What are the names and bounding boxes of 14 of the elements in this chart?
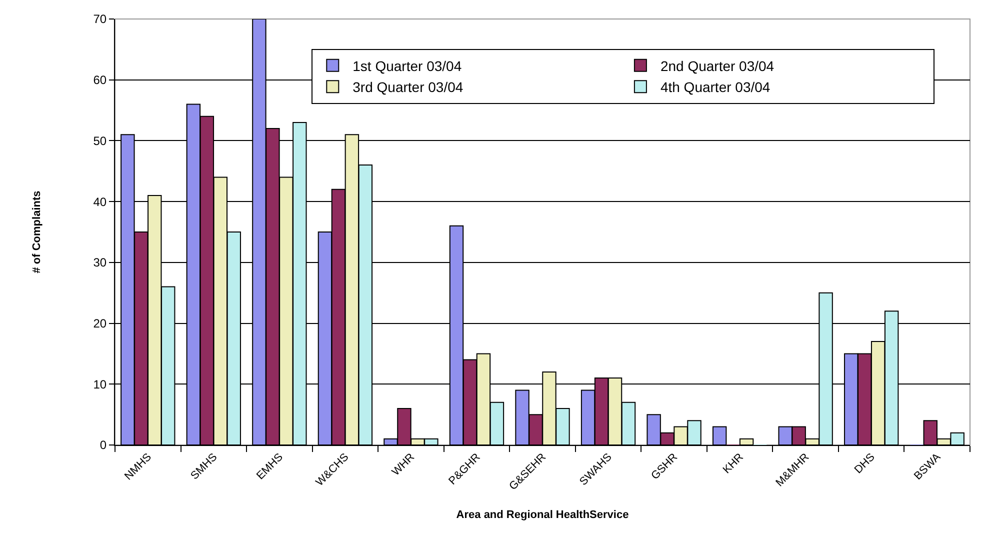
y-tick-label: 10 bbox=[93, 377, 107, 392]
y-tick-label: 0 bbox=[100, 438, 107, 452]
y-tick-label: 70 bbox=[93, 12, 107, 26]
legend-label: 1st Quarter 03/04 bbox=[352, 58, 462, 74]
y-tick-label: 40 bbox=[93, 194, 107, 209]
x-axis-title: Area and Regional HealthService bbox=[456, 508, 629, 521]
legend-label: 2nd Quarter 03/04 bbox=[660, 58, 774, 74]
y-tick-label: 60 bbox=[93, 73, 107, 88]
legend-label: 3rd Quarter 03/04 bbox=[352, 79, 464, 96]
y-axis-title: # of Complaints bbox=[30, 190, 43, 274]
y-tick-label: 50 bbox=[93, 134, 107, 148]
y-tick-label: 30 bbox=[93, 256, 107, 270]
legend-label: 4th Quarter 03/04 bbox=[660, 79, 770, 96]
y-tick-label: 20 bbox=[93, 316, 107, 330]
